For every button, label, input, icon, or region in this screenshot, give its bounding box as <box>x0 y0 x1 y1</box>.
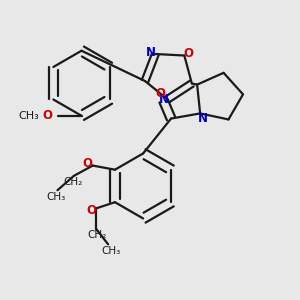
Text: CH₂: CH₂ <box>87 230 106 240</box>
Text: O: O <box>184 47 194 60</box>
Text: CH₃: CH₃ <box>101 246 120 256</box>
Text: N: N <box>198 112 208 125</box>
Text: O: O <box>42 109 52 122</box>
Text: O: O <box>155 87 165 100</box>
Text: N: N <box>146 46 156 59</box>
Text: O: O <box>82 158 93 170</box>
Text: O: O <box>86 204 96 217</box>
Text: CH₃: CH₃ <box>18 111 39 121</box>
Text: CH₃: CH₃ <box>46 192 66 202</box>
Text: CH₂: CH₂ <box>64 177 83 187</box>
Text: N: N <box>159 94 169 106</box>
